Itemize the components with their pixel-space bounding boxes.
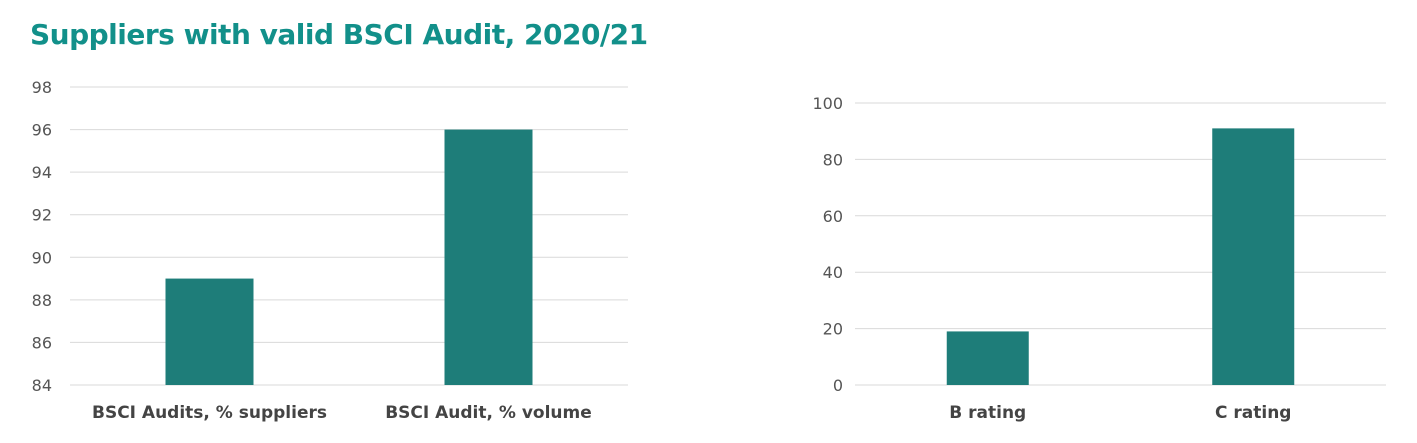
- y-tick-label: 90: [32, 248, 52, 267]
- page-title: Suppliers with valid BSCI Audit, 2020/21: [30, 18, 648, 51]
- y-tick-label: 100: [812, 94, 843, 113]
- bar: [946, 331, 1029, 385]
- y-tick-label: 94: [32, 163, 52, 182]
- bar: [444, 129, 533, 385]
- bar: [165, 278, 254, 385]
- y-tick-label: 20: [823, 320, 843, 339]
- y-tick-label: 80: [823, 150, 843, 169]
- y-tick-label: 92: [32, 206, 52, 225]
- category-label: C rating: [1215, 403, 1291, 423]
- y-tick-label: 88: [32, 291, 52, 310]
- y-tick-label: 96: [32, 121, 52, 140]
- bar: [1212, 128, 1295, 385]
- y-tick-label: 84: [32, 376, 52, 395]
- category-label: BSCI Audits, % suppliers: [92, 403, 327, 423]
- y-tick-label: 86: [32, 333, 52, 352]
- chart-audit-rating: 0 20 40 60 80 100 B rating C rating: [812, 94, 1386, 423]
- y-tick-label: 60: [823, 207, 843, 226]
- y-tick-label: 98: [32, 78, 52, 97]
- category-label: BSCI Audit, % volume: [385, 403, 592, 423]
- category-label: B rating: [949, 403, 1026, 423]
- y-tick-label: 0: [833, 376, 843, 395]
- y-tick-label: 40: [823, 263, 843, 282]
- chart-suppliers-audit: 84 86 88 90 92 94 96 98 BSCI Audits, % suppliers…: [32, 78, 628, 423]
